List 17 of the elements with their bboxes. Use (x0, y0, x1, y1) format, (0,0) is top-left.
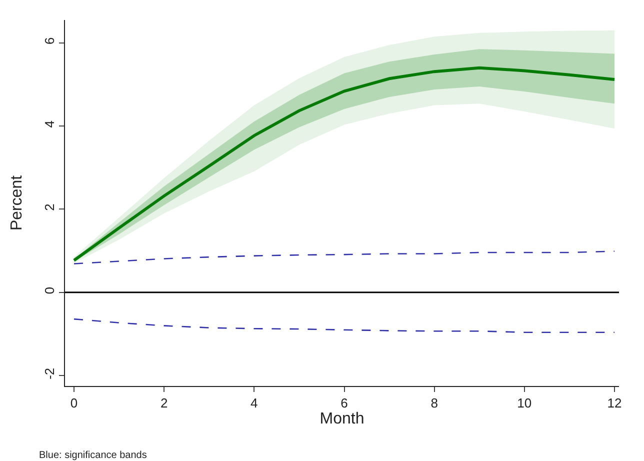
x-tick-label: 12 (607, 396, 622, 411)
text: Blue: significance bands (39, 450, 147, 461)
line-series (73, 318, 616, 333)
x-tick-label: 8 (430, 396, 438, 411)
y-tick-label: 0 (42, 286, 57, 294)
x-tick-label: 6 (340, 396, 348, 411)
y-axis-title: Percent (8, 174, 26, 231)
x-axis-title: Month (320, 410, 364, 428)
y-tick-label: -2 (42, 368, 57, 380)
x-tick-label: 0 (70, 396, 78, 411)
x-tick-label: 2 (160, 396, 168, 411)
y-tick-label: 2 (42, 204, 57, 211)
y-tick-label: 4 (42, 120, 57, 128)
x-tick-label: 4 (250, 396, 258, 411)
line-series (73, 250, 616, 264)
y-tick-label: 6 (42, 37, 57, 45)
x-tick-label: 10 (517, 396, 532, 411)
